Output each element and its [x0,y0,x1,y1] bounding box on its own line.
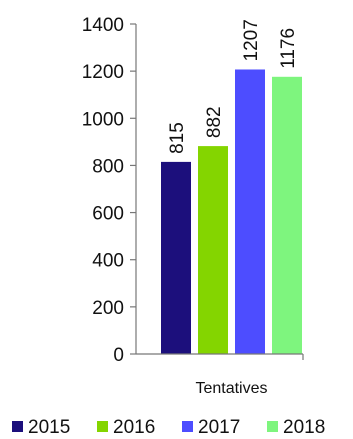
bar-2017 [235,69,265,354]
bar-2015 [161,161,191,354]
legend: 2015 2016 2017 2018 [12,417,325,438]
legend-swatch-2017 [182,421,193,432]
y-tick-label: 800 [92,156,124,177]
y-tick-label: 1000 [82,109,124,130]
y-tick-label: 400 [92,251,124,272]
data-labels: 815 882 1207 1176 [167,19,299,154]
legend-swatch-2016 [97,421,108,432]
x-axis: Tentatives [136,353,304,397]
data-label-2017: 1207 [241,19,262,61]
bar-2018 [272,76,302,355]
y-tick-label: 0 [113,345,124,366]
bar-2016 [198,146,228,354]
legend-swatch-2015 [12,421,23,432]
legend-label-2016: 2016 [113,417,155,438]
legend-label-2017: 2017 [198,417,240,438]
y-tick-label: 1200 [82,62,124,83]
y-tick-label: 600 [92,204,124,225]
bars [161,69,302,355]
legend-label-2015: 2015 [28,417,70,438]
legend-swatch-2018 [267,421,278,432]
legend-label-2018: 2018 [283,417,325,438]
y-tick-label: 200 [92,298,124,319]
y-tick-label: 1400 [82,15,124,36]
data-label-2018: 1176 [278,28,299,69]
x-category-label: Tentatives [195,380,267,397]
y-axis: 0 200 400 600 800 1000 1200 1400 [82,15,137,366]
data-label-2016: 882 [204,106,225,138]
data-label-2015: 815 [167,122,188,154]
